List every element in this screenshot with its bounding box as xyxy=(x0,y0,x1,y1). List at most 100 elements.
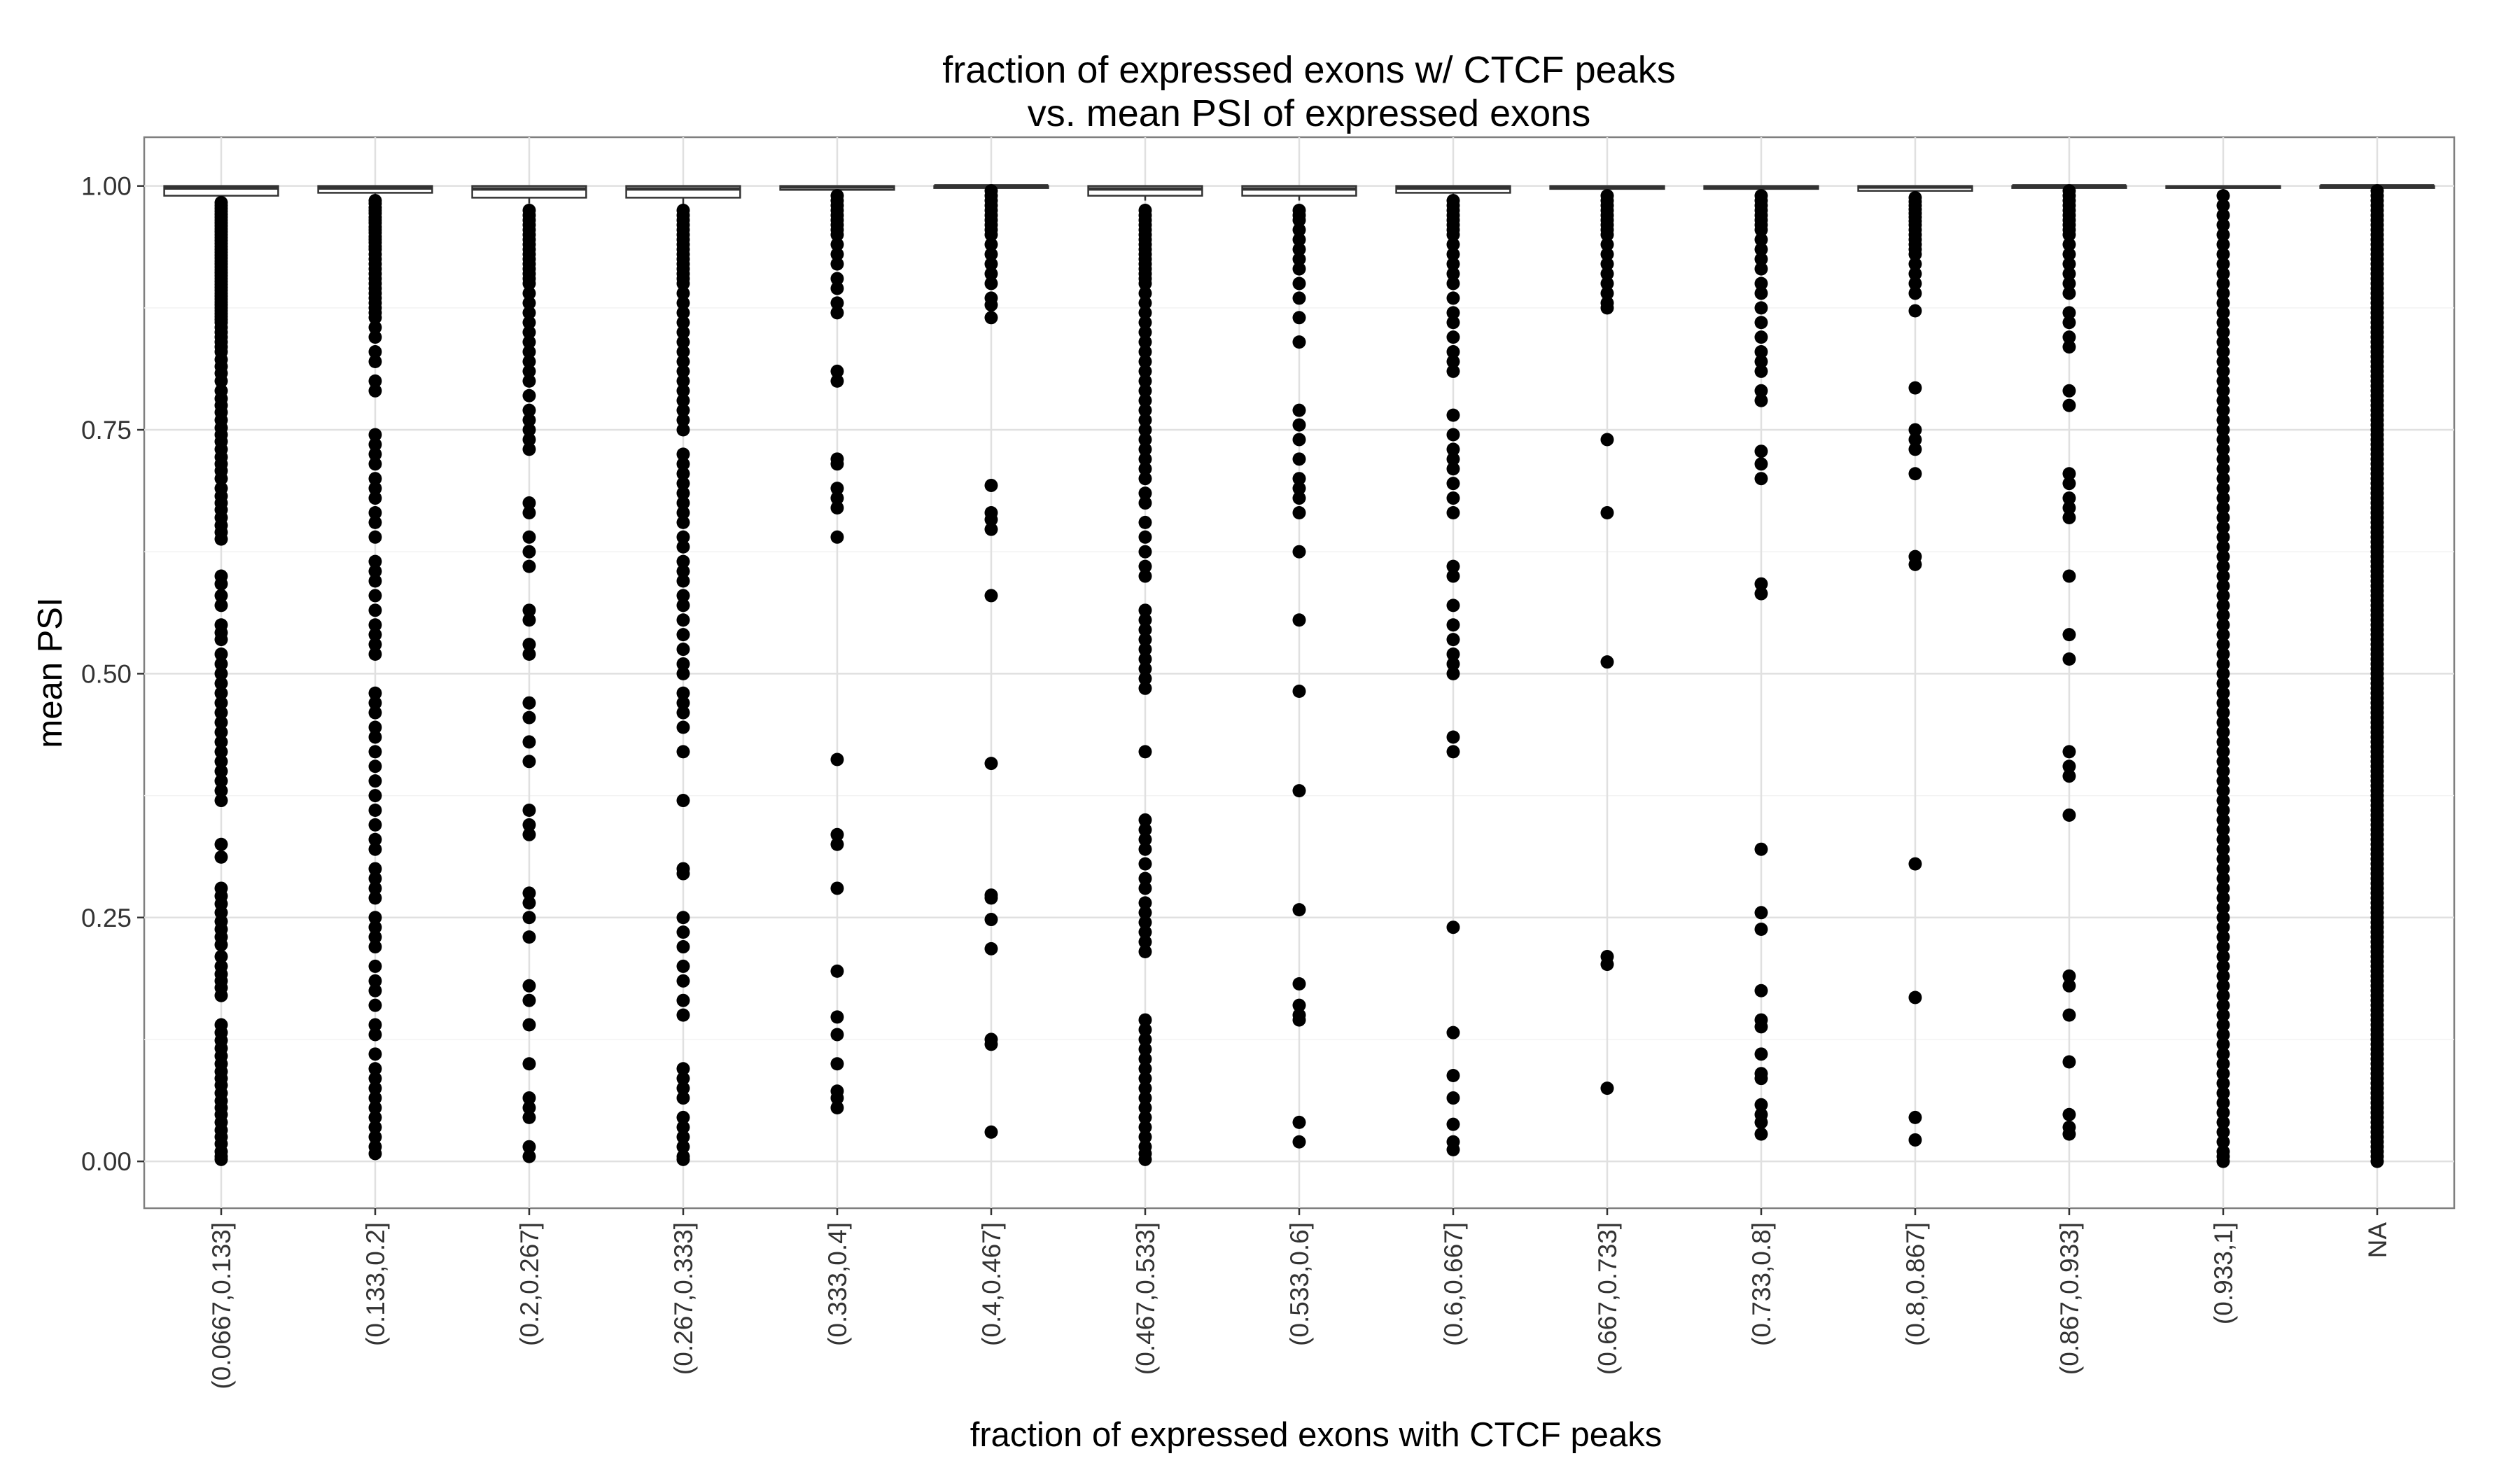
outlier-point xyxy=(2216,579,2230,593)
outlier-point xyxy=(2216,842,2230,856)
outlier-point xyxy=(1446,1142,1460,1156)
outlier-point xyxy=(1292,1013,1306,1027)
outlier-point xyxy=(676,574,690,588)
outlier-point xyxy=(1908,304,1922,318)
outlier-point xyxy=(1446,227,1460,241)
outlier-point xyxy=(1754,1072,1768,1086)
outlier-point xyxy=(1754,444,1768,458)
outlier-point xyxy=(2216,550,2230,564)
outlier-point xyxy=(2216,569,2230,583)
outlier-point xyxy=(1292,262,1306,276)
outlier-point xyxy=(2062,979,2076,993)
outlier-point xyxy=(1446,648,1460,662)
outlier-point xyxy=(368,628,382,642)
outlier-point xyxy=(522,423,536,437)
x-tick-label: (0.667,0.733] xyxy=(1593,1222,1622,1375)
outlier-point xyxy=(676,666,690,680)
outlier-point xyxy=(1446,1091,1460,1105)
outlier-point xyxy=(214,755,228,769)
outlier-point xyxy=(830,272,844,286)
outlier-point xyxy=(1138,486,1152,500)
outlier-point xyxy=(676,515,690,529)
outlier-point xyxy=(1138,354,1152,368)
outlier-point xyxy=(368,1028,382,1042)
outlier-point xyxy=(522,993,536,1007)
x-axis-title: fraction of expressed exons with CTCF pe… xyxy=(970,1416,1662,1454)
outlier-point xyxy=(2216,930,2230,944)
outlier-point xyxy=(2062,330,2076,344)
outlier-point xyxy=(2216,189,2230,203)
outlier-point xyxy=(1908,423,1922,437)
outlier-point xyxy=(522,306,536,320)
outlier-point xyxy=(984,267,998,281)
outlier-point xyxy=(522,296,536,310)
outlier-point xyxy=(1600,227,1614,241)
x-tick-label: (0.733,0.8] xyxy=(1747,1222,1776,1346)
outlier-point xyxy=(1754,577,1768,591)
outlier-point xyxy=(1446,633,1460,647)
outlier-point xyxy=(522,316,536,330)
outlier-point xyxy=(368,789,382,803)
outlier-point xyxy=(368,447,382,461)
outlier-point xyxy=(1138,916,1152,930)
outlier-point xyxy=(676,598,690,612)
outlier-point xyxy=(1446,237,1460,251)
outlier-point xyxy=(368,330,382,344)
outlier-point xyxy=(368,1072,382,1086)
outlier-point xyxy=(676,911,690,925)
outlier-point xyxy=(1754,232,1768,246)
x-tick-label: NA xyxy=(2363,1222,2392,1259)
outlier-point xyxy=(522,1091,536,1105)
outlier-point xyxy=(1292,903,1306,917)
outlier-point xyxy=(1446,276,1460,290)
outlier-point xyxy=(2216,628,2230,642)
outlier-point xyxy=(2216,988,2230,1002)
outlier-point xyxy=(676,1091,690,1105)
outlier-point xyxy=(1446,598,1460,612)
outlier-point xyxy=(1138,569,1152,583)
outlier-point xyxy=(1754,262,1768,276)
outlier-point xyxy=(1446,1068,1460,1082)
outlier-point xyxy=(1292,335,1306,349)
y-axis-ticks: 0.00 0.25 0.50 0.75 1.00 xyxy=(81,172,144,1176)
outlier-point xyxy=(2216,648,2230,662)
outlier-point xyxy=(2216,520,2230,534)
outlier-point xyxy=(2216,881,2230,895)
outlier-point xyxy=(676,1008,690,1022)
outlier-point xyxy=(1446,1026,1460,1040)
outlier-point xyxy=(1446,618,1460,632)
outlier-point xyxy=(1754,286,1768,300)
box-group xyxy=(1241,185,1357,201)
outlier-point xyxy=(676,1062,690,1076)
outlier-point xyxy=(676,306,690,320)
outlier-point xyxy=(1138,433,1152,447)
outlier-point xyxy=(1292,977,1306,991)
outlier-point xyxy=(522,1140,536,1154)
outlier-point xyxy=(1138,813,1152,827)
outlier-point xyxy=(368,706,382,720)
outlier-point xyxy=(1754,1098,1768,1112)
outlier-point xyxy=(2216,1086,2230,1100)
outlier-point xyxy=(2216,423,2230,437)
outlier-point xyxy=(1908,267,1922,281)
outlier-point xyxy=(1138,345,1152,359)
outlier-point xyxy=(1138,515,1152,529)
outlier-point xyxy=(368,638,382,652)
outlier-point xyxy=(368,832,382,846)
box-group xyxy=(471,185,587,204)
outlier-point xyxy=(368,1018,382,1032)
outlier-point xyxy=(1138,423,1152,437)
outlier-point xyxy=(368,686,382,700)
outlier-point xyxy=(1138,925,1152,939)
outlier-point xyxy=(368,959,382,973)
outlier-point xyxy=(2216,1018,2230,1032)
outlier-point xyxy=(2216,755,2230,769)
outlier-point xyxy=(676,384,690,398)
outlier-point xyxy=(1138,671,1152,685)
outlier-point xyxy=(1292,433,1306,447)
outlier-point xyxy=(2216,482,2230,496)
box-group xyxy=(317,185,433,198)
outlier-point xyxy=(368,1120,382,1134)
outlier-point xyxy=(830,374,844,388)
outlier-point xyxy=(2216,979,2230,993)
